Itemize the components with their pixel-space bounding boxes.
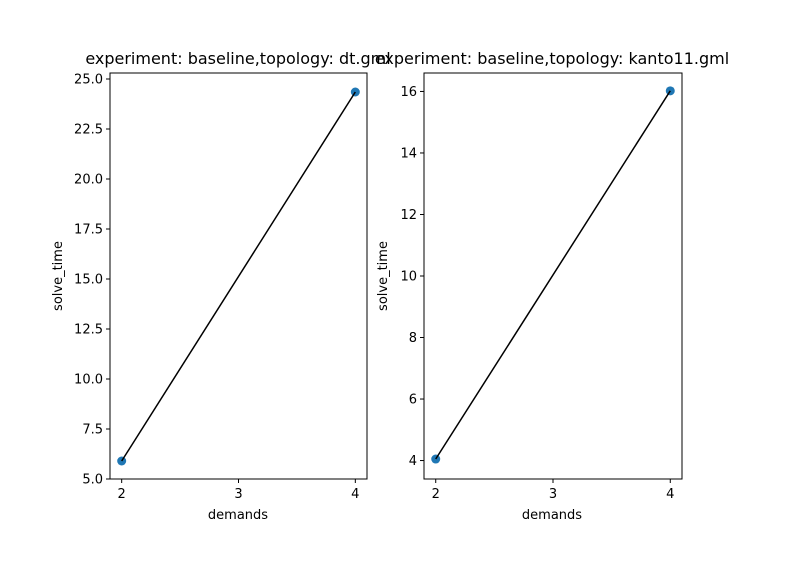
y-axis-label: solve_time bbox=[51, 241, 66, 311]
subplot-dt: experiment: baseline,topology: dt.gml 2 3… bbox=[51, 49, 391, 523]
y-tick-label: 14 bbox=[400, 146, 417, 161]
y-axis-label: solve_time bbox=[376, 241, 391, 311]
x-tick-label: 4 bbox=[351, 487, 359, 502]
y-tick-label: 7.5 bbox=[82, 423, 103, 438]
y-tick-label: 17.5 bbox=[74, 223, 103, 238]
x-tick-label: 4 bbox=[666, 487, 674, 502]
x-tick-label: 3 bbox=[234, 487, 242, 502]
series-line bbox=[435, 90, 671, 460]
y-tick-label: 20.0 bbox=[74, 173, 103, 188]
chart-title: experiment: baseline,topology: dt.gml bbox=[85, 49, 390, 68]
x-axis-label: demands bbox=[522, 508, 582, 523]
plot-area: 2 3 4 4 6 8 10 12 14 16 bbox=[400, 85, 675, 502]
axes-frame bbox=[423, 72, 683, 480]
axes-frame bbox=[109, 72, 368, 480]
subplot-kanto11: experiment: baseline,topology: kanto11.g… bbox=[375, 49, 729, 523]
series-line bbox=[121, 91, 356, 462]
x-tick-label: 2 bbox=[432, 487, 440, 502]
y-tick-label: 10 bbox=[400, 270, 417, 285]
chart-title: experiment: baseline,topology: kanto11.g… bbox=[375, 49, 729, 68]
y-tick-label: 15.0 bbox=[74, 273, 103, 288]
y-tick-label: 4 bbox=[409, 454, 417, 469]
x-tick-label: 3 bbox=[549, 487, 557, 502]
y-tick-label: 10.0 bbox=[74, 373, 103, 388]
y-tick-label: 5.0 bbox=[82, 473, 103, 488]
y-tick-label: 8 bbox=[409, 331, 417, 346]
y-tick-label: 12.5 bbox=[74, 323, 103, 338]
y-tick-label: 25.0 bbox=[74, 73, 103, 88]
plot-area: 2 3 4 5.0 7.5 10.0 12.5 15.0 17.5 20.0 22.5 25.0 bbox=[74, 73, 360, 502]
y-tick-label: 12 bbox=[400, 208, 417, 223]
x-axis-label: demands bbox=[208, 508, 268, 523]
y-tick-label: 22.5 bbox=[74, 123, 103, 138]
x-tick-label: 2 bbox=[118, 487, 126, 502]
y-tick-label: 16 bbox=[400, 85, 417, 100]
y-tick-label: 6 bbox=[409, 393, 417, 408]
